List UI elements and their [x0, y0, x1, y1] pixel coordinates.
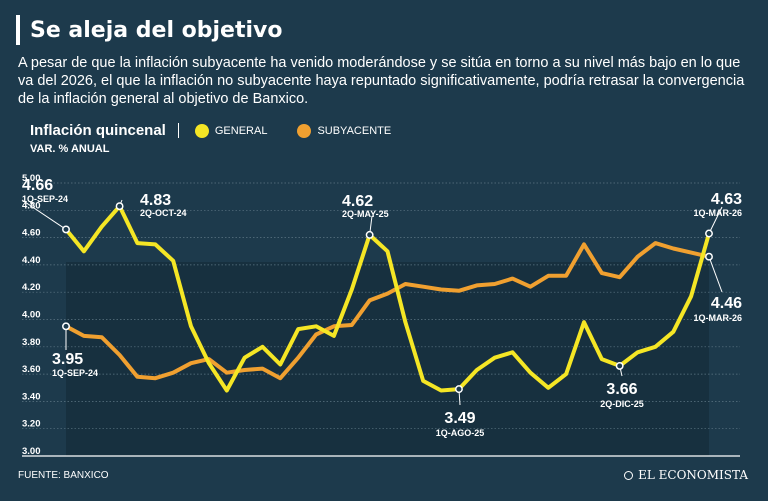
- annotation-value: 4.63: [711, 191, 742, 208]
- legend-item-subyacente: SUBYACENTE: [297, 123, 392, 138]
- annotation-leader: [708, 256, 723, 293]
- y-tick-label: 5.00: [22, 173, 41, 184]
- brand-name: EL ECONOMISTA: [638, 468, 748, 482]
- annotation-date: 2Q-DIC-25: [600, 399, 644, 409]
- annotation-value: 3.95: [52, 351, 83, 368]
- annotation-leader: [21, 199, 67, 230]
- legend-swatch-general: [194, 123, 209, 138]
- series-line-general: [64, 204, 711, 393]
- legend: Inflación quincenal GENERAL SUBYACENTE: [30, 122, 421, 139]
- y-tick-label: 4.20: [22, 282, 41, 293]
- data-point-marker: [454, 385, 463, 394]
- legend-label-subyacente: SUBYACENTE: [317, 124, 392, 137]
- y-tick-label: 4.60: [22, 228, 41, 239]
- legend-separator: [177, 123, 179, 138]
- data-point-marker: [115, 202, 124, 211]
- annotation-date: 1Q-SEP-24: [52, 368, 98, 378]
- brand-logo-icon: [624, 470, 634, 480]
- data-point-marker: [62, 225, 70, 234]
- y-tick-label: 4.00: [22, 310, 41, 321]
- annotation-value: 3.66: [606, 381, 637, 398]
- annotation-value: 4.46: [711, 295, 742, 312]
- title-accent-bar: [16, 15, 20, 45]
- data-point-marker: [705, 252, 713, 261]
- annotation-date: 2Q-OCT-24: [140, 208, 187, 218]
- data-point-marker: [615, 361, 624, 370]
- legend-swatch-subyacente: [297, 123, 312, 138]
- annotation-value: 3.49: [444, 410, 475, 427]
- annotation-date: 1Q-MAR-26: [693, 208, 742, 218]
- annotation-date: 1Q-MAR-26: [693, 313, 742, 323]
- y-tick-label: 3.80: [22, 337, 41, 348]
- y-tick-label: 3.20: [22, 419, 41, 430]
- annotation-value: 4.83: [140, 192, 171, 209]
- title-block: Se aleja del objetivo: [16, 14, 282, 46]
- y-tick-label: 4.40: [22, 255, 41, 266]
- data-point-marker: [365, 230, 374, 239]
- units-label: VAR. % ANUAL: [30, 143, 110, 155]
- brand-logo: EL ECONOMISTA: [624, 468, 748, 482]
- data-point-marker: [62, 322, 70, 331]
- annotation-date: 1Q-AGO-25: [436, 428, 485, 438]
- plot-background: [66, 262, 709, 456]
- annotation-date: 1Q-SEP-24: [22, 194, 68, 204]
- annotation-value: 4.62: [342, 193, 373, 210]
- source-label: FUENTE: BANXICO: [18, 470, 109, 481]
- annotation-value: 4.66: [22, 177, 53, 194]
- legend-title: Inflación quincenal: [30, 122, 166, 139]
- legend-label-general: GENERAL: [214, 124, 268, 137]
- y-tick-label: 3.60: [22, 364, 41, 375]
- chart-title: Se aleja del objetivo: [30, 17, 283, 43]
- annotation-date: 2Q-MAY-25: [342, 209, 389, 219]
- y-tick-label: 3.40: [22, 391, 41, 402]
- annotation-leader: [708, 206, 723, 234]
- chart-subtitle: A pesar de que la inflación subyacente h…: [18, 55, 745, 107]
- data-point-marker: [705, 229, 713, 238]
- y-tick-label: 3.00: [22, 446, 41, 457]
- series-line-subyacente: [64, 241, 711, 381]
- legend-item-general: GENERAL: [194, 123, 268, 138]
